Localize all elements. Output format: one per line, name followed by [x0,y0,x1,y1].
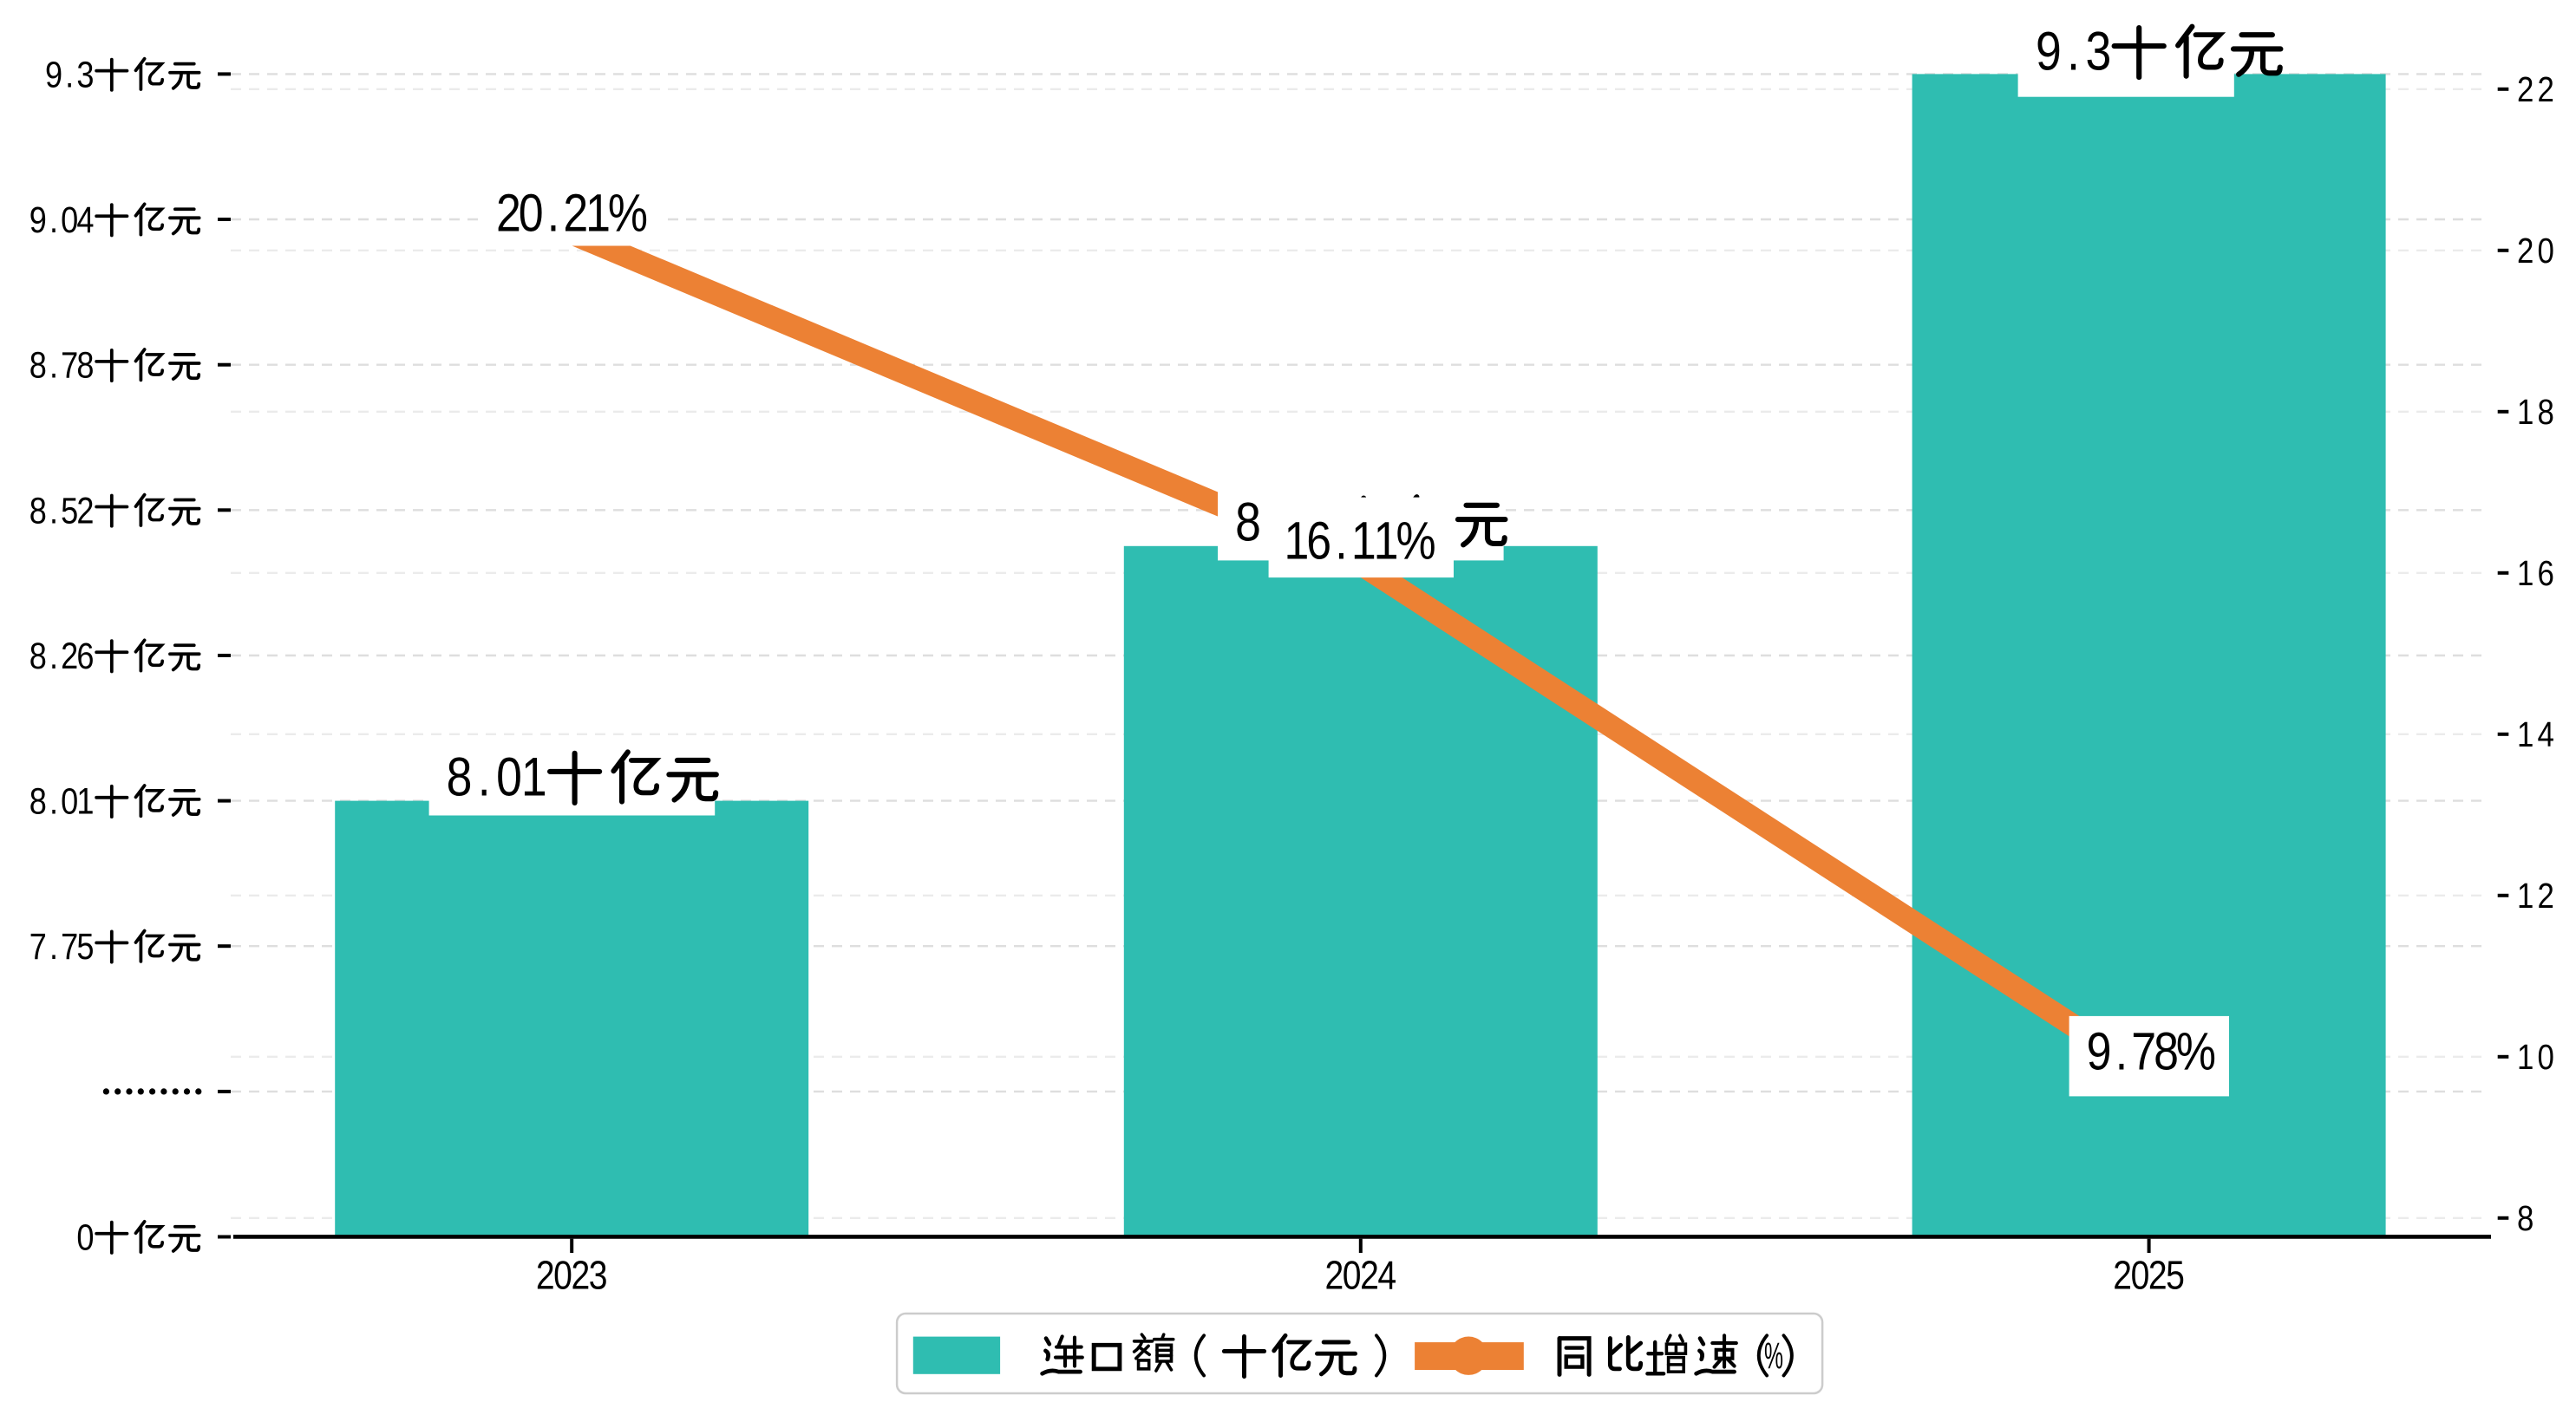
svg-text:9.3: 9.3 [45,55,94,95]
svg-text:10: 10 [2517,1038,2554,1077]
svg-text:8.52: 8.52 [29,491,95,531]
svg-text:14: 14 [2517,715,2554,754]
svg-text:7.75: 7.75 [29,926,95,967]
svg-text:20.21%: 20.21% [496,184,648,243]
svg-text:9.3: 9.3 [2036,22,2111,82]
svg-text:8.78: 8.78 [29,345,95,386]
svg-text:2025: 2025 [2113,1254,2185,1299]
svg-text:8.26: 8.26 [29,636,95,676]
svg-text:22: 22 [2517,70,2554,109]
svg-text:2023: 2023 [536,1254,608,1299]
svg-text:8.01: 8.01 [29,781,95,822]
svg-text:12: 12 [2517,877,2554,916]
svg-text:9.04: 9.04 [29,199,95,240]
svg-text:8: 8 [2517,1199,2534,1238]
svg-text:2024: 2024 [1324,1254,1396,1299]
svg-text:16: 16 [2517,554,2554,593]
svg-text:8.01: 8.01 [447,747,547,807]
svg-text:%: % [1764,1335,1783,1377]
svg-text:0: 0 [76,1217,94,1258]
svg-text:20: 20 [2517,231,2554,271]
svg-text:18: 18 [2517,393,2554,432]
svg-text:9.78%: 9.78% [2087,1022,2216,1081]
svg-text:16.11%: 16.11% [1284,512,1435,571]
